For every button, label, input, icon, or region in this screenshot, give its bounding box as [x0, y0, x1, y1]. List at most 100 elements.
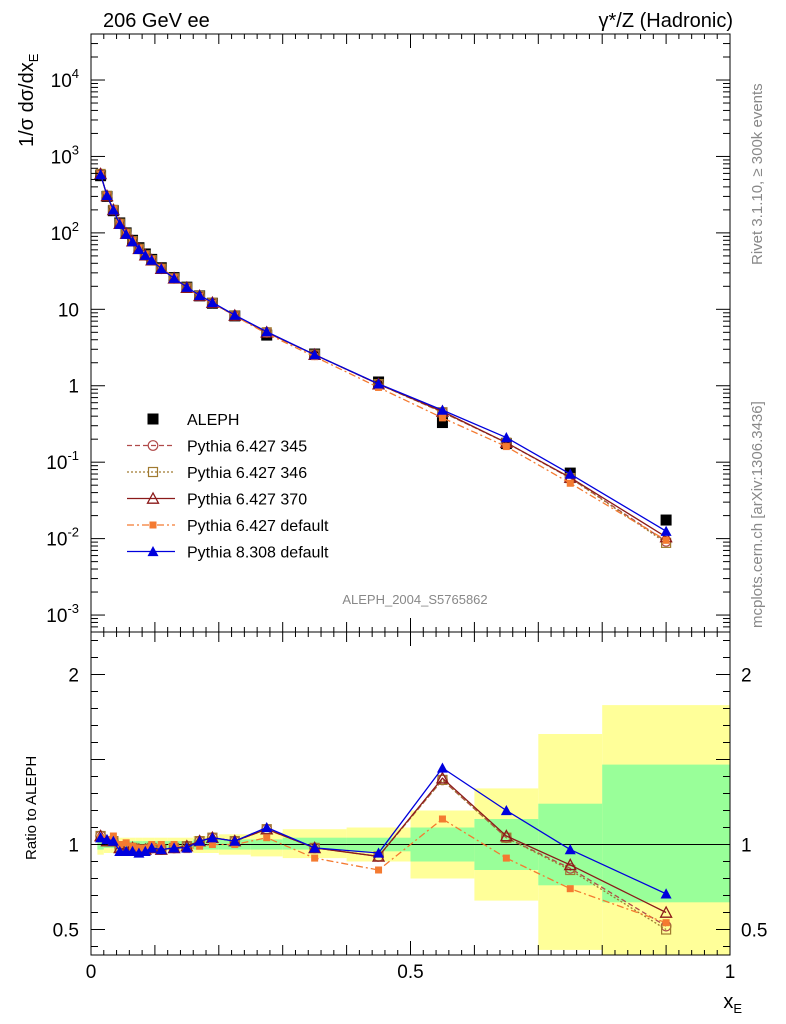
ratio-point-pythia-8-308-default: [155, 844, 167, 855]
ratio-point-pythia-8-308-default: [107, 835, 119, 846]
ratio-line-pythia-6-427-default: [100, 818, 667, 924]
y-tick-label: 10-1: [46, 448, 79, 474]
ratio-y-tick-label: 2: [68, 666, 79, 687]
ratio-point-pythia-8-308-default: [101, 833, 113, 845]
main-point-pythia-8-308-default: [139, 249, 151, 260]
mcplots-credit-label: mcplots.cern.ch [arXiv:1306.3436]: [749, 401, 766, 628]
main-point-pythia-8-308-default: [181, 281, 193, 292]
main-point-pythia-8-308-default: [101, 189, 113, 201]
ratio-point-pythia-8-308-default: [194, 835, 206, 846]
ratio-point-pythia-8-308-default: [95, 832, 107, 843]
main-point-aleph: [660, 514, 672, 526]
y-tick-label: 10-2: [46, 525, 79, 551]
ratio-uncertainty-bands: [91, 705, 730, 955]
main-point-pythia-8-308-default: [133, 243, 145, 254]
main-point-pythia-6-427-default: [662, 536, 670, 544]
ratio-point-pythia-8-308-default: [564, 844, 576, 855]
main-point-pythia-8-308-default: [309, 349, 321, 360]
main-point-pythia-8-308-default: [206, 296, 218, 308]
y-tick-label: 1: [68, 377, 79, 398]
ratio-point-pythia-6-427-default: [502, 854, 510, 862]
main-point-pythia-8-308-default: [500, 432, 512, 443]
legend-label: Pythia 6.427 370: [187, 492, 307, 509]
ratio-point-pythia-6-427-370: [435, 771, 450, 784]
ratio-point-pythia-8-308-default: [229, 835, 241, 846]
main-point-pythia-8-308-default: [107, 204, 119, 215]
ratio-point-pythia-8-308-default: [181, 842, 193, 853]
x-tick-label: 0.5: [397, 962, 423, 983]
main-point-pythia-8-308-default: [436, 404, 448, 415]
ratio-point-pythia-8-308-default: [660, 888, 672, 899]
legend-label: Pythia 8.308 default: [187, 545, 329, 562]
legend-marker: [147, 413, 159, 425]
main-series-layer: [93, 167, 673, 548]
rivet-version-label: Rivet 3.1.10, ≥ 300k events: [749, 83, 766, 265]
ratio-point-pythia-6-427-default: [311, 854, 319, 862]
main-point-pythia-6-427-default: [502, 443, 510, 451]
y-tick-label: 104: [51, 66, 79, 92]
legend-marker: [147, 546, 159, 557]
legend-marker: [147, 466, 159, 478]
main-point-pythia-8-308-default: [194, 289, 206, 301]
main-point-pythia-8-308-default: [564, 468, 576, 479]
ratio-point-pythia-8-308-default: [206, 832, 218, 843]
ratio-point-pythia-8-308-default: [261, 822, 273, 833]
main-point-pythia-8-308-default: [114, 218, 126, 229]
ratio-point-pythia-6-427-default: [122, 839, 130, 847]
y-tick-label: 102: [51, 219, 79, 245]
main-point-aleph: [436, 417, 448, 429]
ratio-point-pythia-6-427-default: [375, 866, 383, 874]
main-line-pythia-6-427-370: [99, 173, 667, 538]
ratio-point-pythia-8-308-default: [373, 847, 385, 858]
ratio-point-pythia-8-308-default: [146, 842, 158, 853]
main-point-pythia-8-308-default: [229, 309, 241, 320]
legend-marker: [146, 491, 160, 504]
ratio-point-pythia-6-427-370: [499, 829, 513, 842]
ratio-point-pythia-6-427-default: [263, 834, 271, 842]
main-point-pythia-8-308-default: [95, 169, 107, 180]
main-line-pythia-6-427-346: [99, 173, 667, 544]
ratio-y-tick-label-right: 2: [741, 666, 752, 687]
analysis-watermark: ALEPH_2004_S5765862: [342, 592, 487, 607]
ratio-y-axis-label: Ratio to ALEPH: [23, 756, 40, 860]
main-point-pythia-8-308-default: [127, 236, 139, 247]
header-left-title: 206 GeV ee: [103, 10, 210, 32]
ratio-point-pythia-8-308-default: [500, 805, 512, 816]
main-point-pythia-8-308-default: [261, 326, 273, 337]
main-point-pythia-8-308-default: [155, 263, 167, 274]
ratio-y-tick-label-right: 1: [741, 836, 752, 857]
legend: ALEPH Pythia 6.427 345 Pythia 6.427 346 Pyt…: [127, 412, 329, 562]
y-tick-label: 10-3: [46, 601, 79, 627]
legend-marker: [149, 521, 157, 529]
ratio-point-pythia-8-308-default: [309, 842, 321, 853]
x-tick-label: 0: [86, 962, 97, 983]
ratio-series-layer: [93, 762, 673, 935]
main-point-pythia-8-308-default: [373, 378, 385, 389]
legend-label: ALEPH: [187, 412, 239, 429]
main-point-pythia-8-308-default: [146, 254, 158, 265]
ratio-point-pythia-6-427-default: [196, 842, 204, 850]
main-point-pythia-8-308-default: [660, 525, 672, 536]
ratio-y-tick-label-right: 0.5: [741, 921, 767, 942]
main-point-pythia-6-427-default: [438, 414, 446, 422]
main-y-axis-label: 1/σ dσ/dxE: [16, 53, 41, 147]
ratio-point-pythia-8-308-default: [436, 762, 448, 773]
ratio-point-pythia-6-427-370: [659, 905, 673, 918]
ratio-point-pythia-6-427-default: [566, 885, 574, 893]
x-axis-label: xE: [723, 991, 742, 1016]
ratio-point-pythia-6-427-default: [438, 815, 446, 823]
header-right-title: γ*/Z (Hadronic): [599, 10, 733, 32]
main-frame: [90, 33, 731, 633]
legend-label: Pythia 6.427 default: [187, 518, 329, 535]
legend-label: Pythia 6.427 346: [187, 465, 307, 482]
ratio-point-pythia-8-308-default: [127, 845, 139, 856]
y-tick-label: 103: [51, 142, 79, 168]
ratio-point-pythia-6-427-370: [563, 858, 577, 871]
ratio-point-pythia-6-427-default: [116, 841, 124, 848]
main-line-pythia-8-308-default: [99, 174, 667, 532]
ratio-line-pythia-8-308-default: [100, 767, 667, 895]
green-band-segment: [602, 764, 730, 903]
ratio-y-tick-label: 0.5: [53, 921, 79, 942]
y-tick-label: 10: [58, 300, 79, 321]
